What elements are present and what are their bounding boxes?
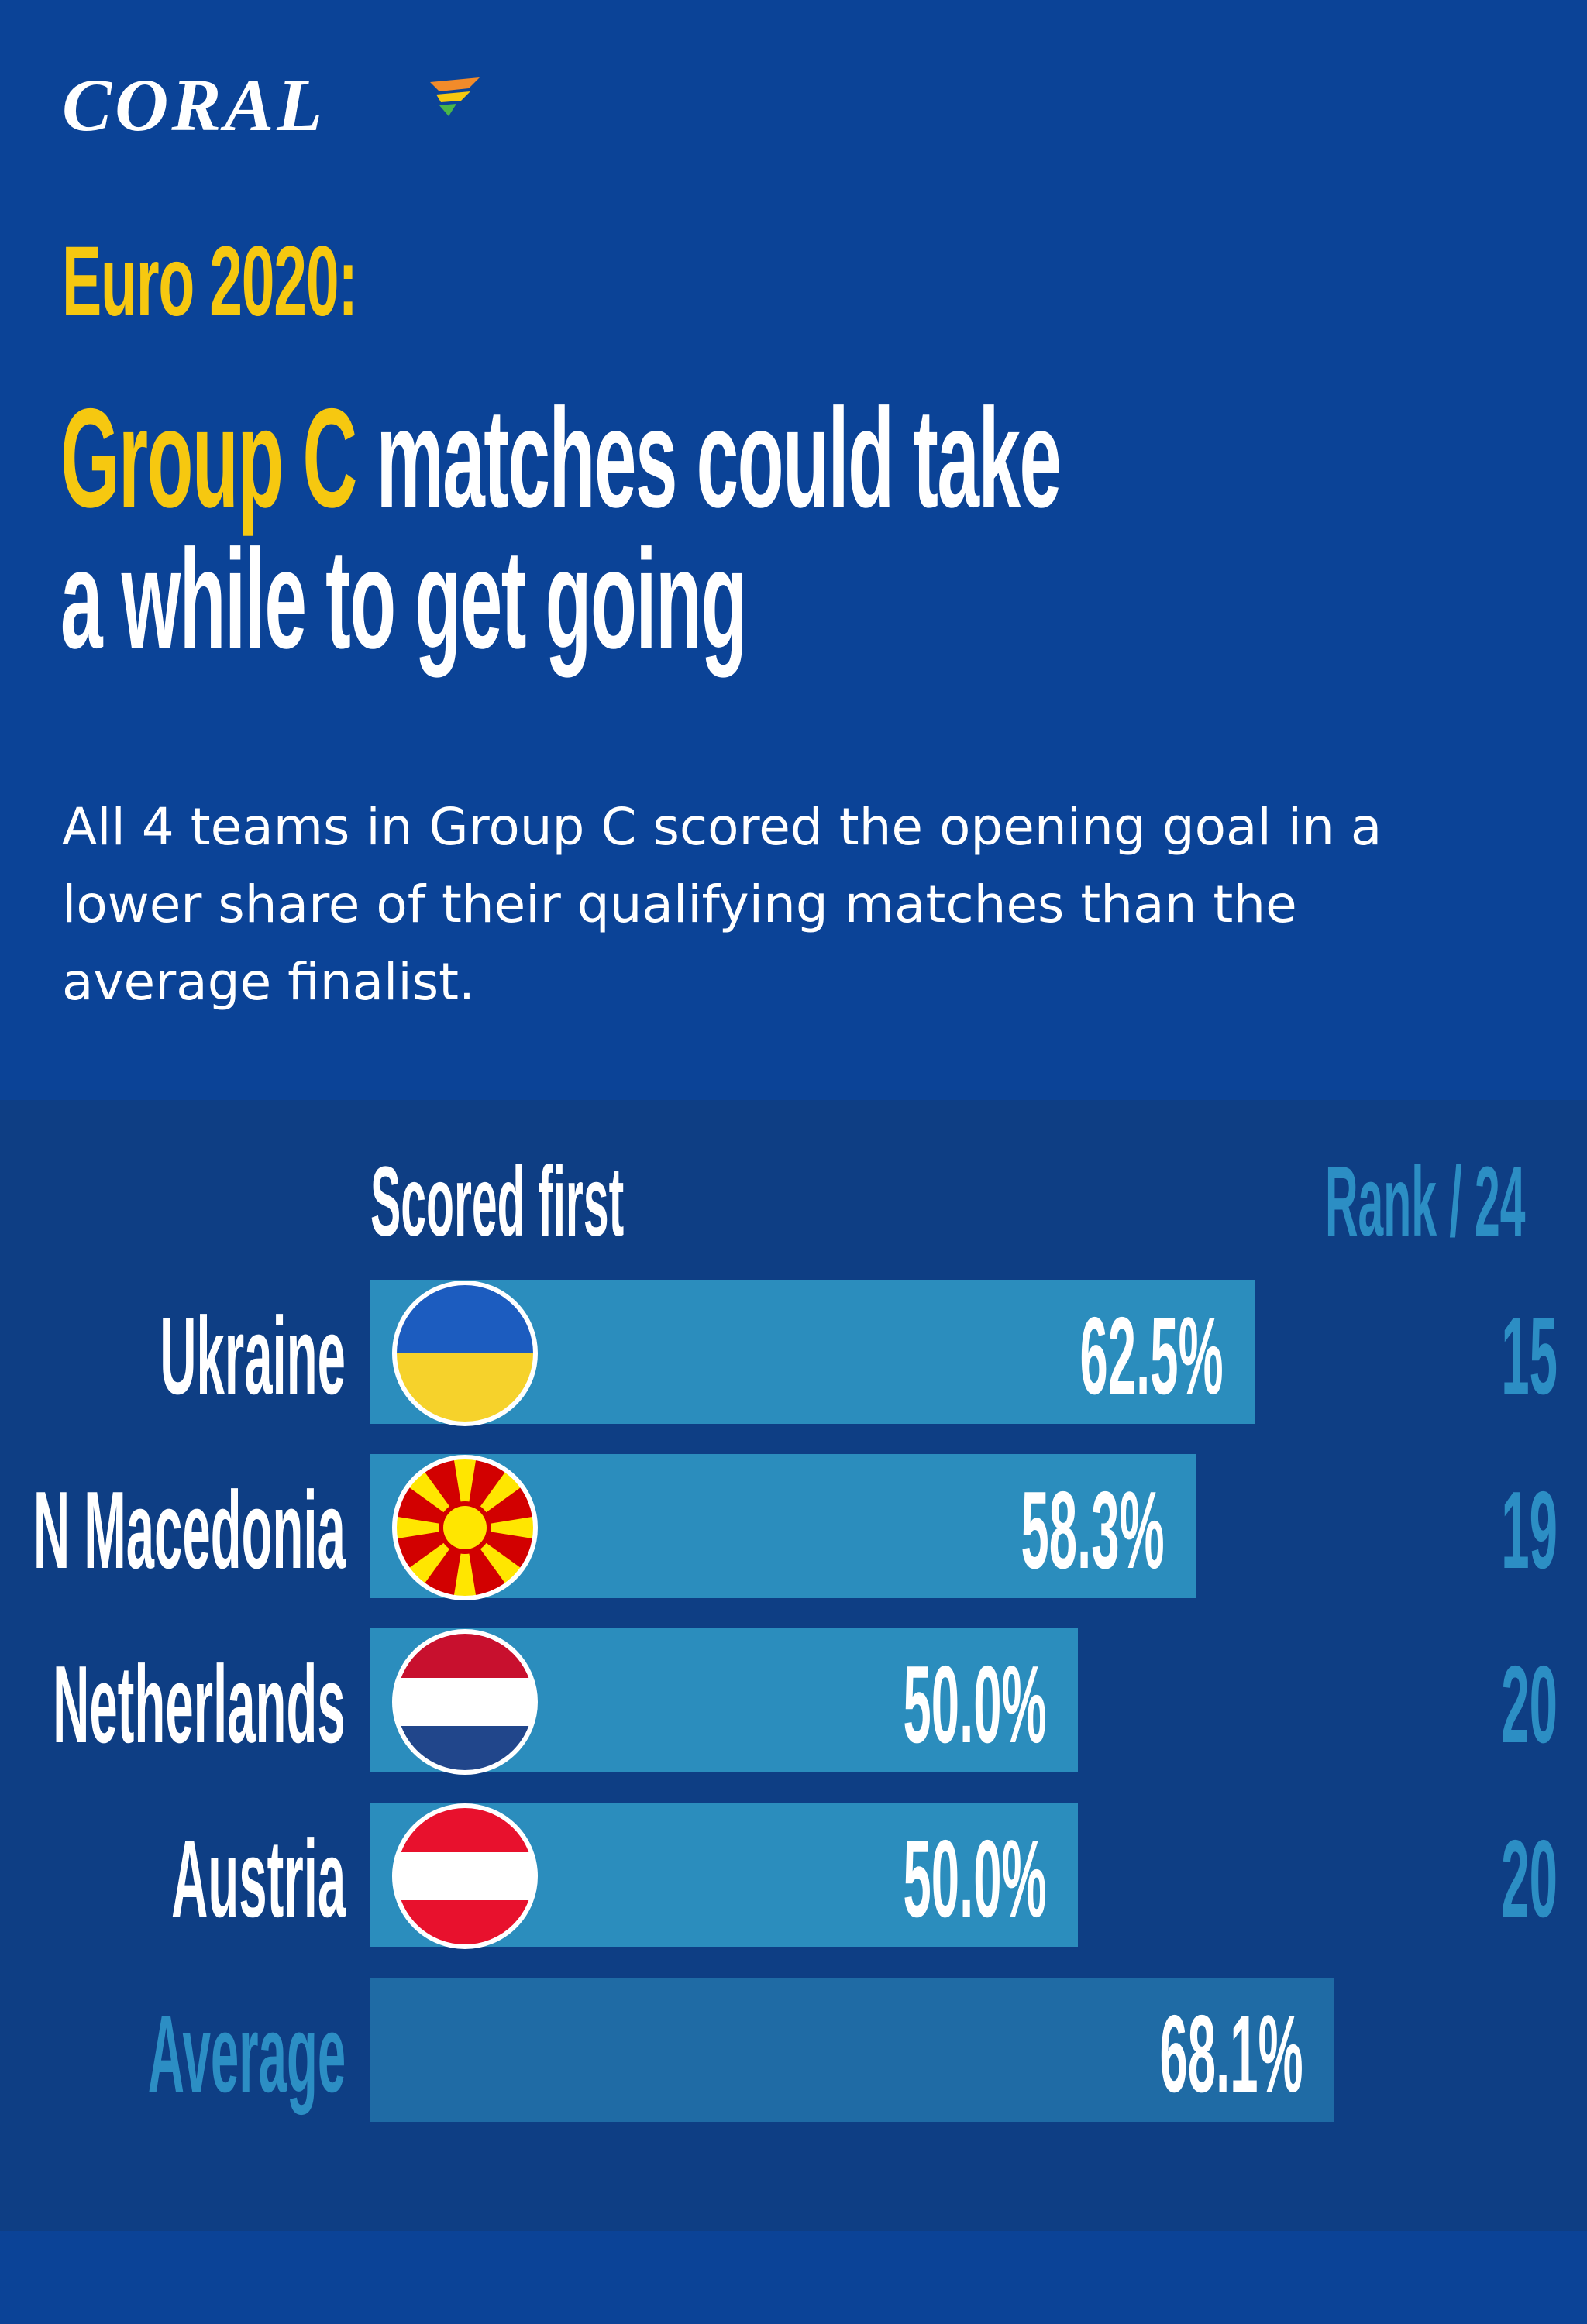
data-label: 50.0%	[903, 1643, 1047, 1766]
data-label: 50.0%	[903, 1817, 1047, 1941]
title-line-2: matches could take	[356, 379, 1062, 537]
category-label: Netherlands	[53, 1643, 346, 1766]
rank-label: 20	[1501, 1643, 1558, 1766]
bar-row: N Macedonia 58.3% 19	[0, 1454, 1587, 1600]
austria-flag-icon	[392, 1803, 538, 1949]
coral-logo: CORAL	[62, 64, 326, 146]
category-label: N Macedonia	[33, 1469, 346, 1592]
netherlands-flag-icon	[392, 1629, 538, 1775]
data-label: 68.1%	[1159, 1992, 1303, 2116]
bar-row: Netherlands 50.0% 20	[0, 1628, 1587, 1775]
subtitle: All 4 teams in Group C scored the openin…	[62, 797, 1382, 1012]
coral-logo-mark-icon	[430, 77, 480, 116]
rank-column-header: Rank / 24	[1325, 1147, 1526, 1257]
bar-row: Austria 50.0% 20	[0, 1803, 1587, 1949]
rank-label: 20	[1501, 1817, 1558, 1941]
title-highlight: Group C	[60, 379, 357, 537]
data-label: 62.5%	[1079, 1294, 1224, 1418]
data-label: 58.3%	[1021, 1469, 1165, 1592]
category-label: Austria	[170, 1817, 346, 1941]
page-title: Group C matches could take a while to ge…	[60, 387, 1062, 669]
title-line-3: a while to get going	[60, 520, 747, 678]
title-euro-2020: Euro 2020:	[62, 226, 358, 337]
ukraine-flag-icon	[392, 1281, 538, 1426]
rank-label: 19	[1501, 1469, 1558, 1592]
rank-label: 15	[1501, 1294, 1558, 1418]
north-macedonia-flag-icon	[392, 1455, 538, 1600]
bar-row: Ukraine 62.5% 15	[0, 1280, 1587, 1426]
average-bar	[370, 1978, 1334, 2122]
header-area	[0, 0, 1587, 1100]
average-row: Average 68.1%	[0, 1978, 1587, 2122]
bottom-strip	[0, 2231, 1587, 2324]
category-label: Average	[147, 1992, 346, 2116]
value-column-header: Scored first	[370, 1147, 625, 1257]
category-label: Ukraine	[160, 1294, 346, 1418]
